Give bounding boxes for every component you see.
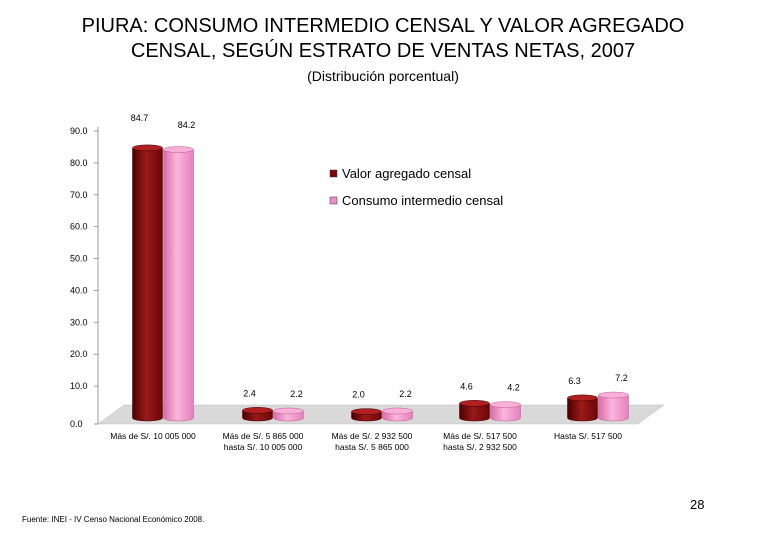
bar-top-cap <box>598 391 629 399</box>
x-category-label: Más de S/. 5 865 000 <box>223 431 304 441</box>
data-label: 2.4 <box>243 388 256 398</box>
x-category-label: hasta S/. 5 865 000 <box>335 442 409 452</box>
data-label: 2.2 <box>290 389 303 399</box>
y-tick-label: 80.0 <box>70 158 88 168</box>
legend-label: Valor agregado censal <box>342 166 471 181</box>
bar-consumo-intermedio <box>163 149 194 422</box>
x-category-label: hasta S/. 10 005 000 <box>224 442 303 452</box>
data-label: 7.2 <box>615 373 628 383</box>
data-label: 6.3 <box>568 376 581 386</box>
bar-top-cap <box>382 407 413 415</box>
bar-valor-agregado <box>132 147 163 422</box>
y-tick-label: 50.0 <box>70 254 88 264</box>
chart-subtitle: (Distribución porcentual) <box>307 68 459 84</box>
bar-top-cap <box>163 146 194 153</box>
data-label: 2.2 <box>399 389 412 399</box>
y-tick-label: 0.0 <box>70 419 83 429</box>
x-category-label: hasta S/. 2 932 500 <box>443 442 517 452</box>
y-tick-label: 10.0 <box>70 381 88 391</box>
legend-swatch <box>329 196 338 205</box>
data-label: 2.0 <box>352 390 365 400</box>
data-label: 84.2 <box>178 120 196 130</box>
legend-swatch <box>329 169 338 178</box>
bar-valor-agregado <box>459 403 490 422</box>
title-line-2: CENSAL, SEGÚN ESTRATO DE VENTAS NETAS, 2… <box>130 40 636 62</box>
bar-top-cap <box>273 407 304 415</box>
footer-source: Fuente: INEI - IV Censo Nacional Económi… <box>22 515 205 524</box>
y-tick-label: 30.0 <box>70 317 88 327</box>
bar-top-cap <box>242 407 273 414</box>
data-label: 4.6 <box>460 381 473 391</box>
y-tick-label: 90.0 <box>70 126 88 136</box>
bar-top-cap <box>132 144 163 152</box>
bar-top-cap <box>459 400 490 407</box>
y-tick-label: 40.0 <box>70 285 88 295</box>
data-label: 84.7 <box>131 113 149 123</box>
y-tick-label: 20.0 <box>70 349 88 359</box>
legend-label: Consumo intermedio censal <box>342 193 503 208</box>
bar-consumo-intermedio <box>598 394 629 422</box>
y-tick-label: 70.0 <box>70 190 88 200</box>
title-line-1: PIURA: CONSUMO INTERMEDIO CENSAL Y VALOR… <box>81 15 685 37</box>
bar-top-cap <box>351 408 382 415</box>
x-category-label: Más de S/. 517 500 <box>443 431 517 441</box>
bar-consumo-intermedio <box>490 404 521 422</box>
page-number: 28 <box>690 497 705 512</box>
bar-valor-agregado <box>567 397 598 422</box>
x-category-label: Más de S/. 10 005 000 <box>110 431 196 441</box>
data-label: 4.2 <box>507 383 520 393</box>
y-tick-label: 60.0 <box>70 222 88 232</box>
x-category-label: Más de S/. 2 932 500 <box>332 431 413 441</box>
chart-title: PIURA: CONSUMO INTERMEDIO CENSAL Y VALOR… <box>0 14 766 64</box>
x-category-label: Hasta S/. 517 500 <box>554 431 622 441</box>
bar-top-cap <box>490 401 521 408</box>
bar-top-cap <box>567 394 598 402</box>
